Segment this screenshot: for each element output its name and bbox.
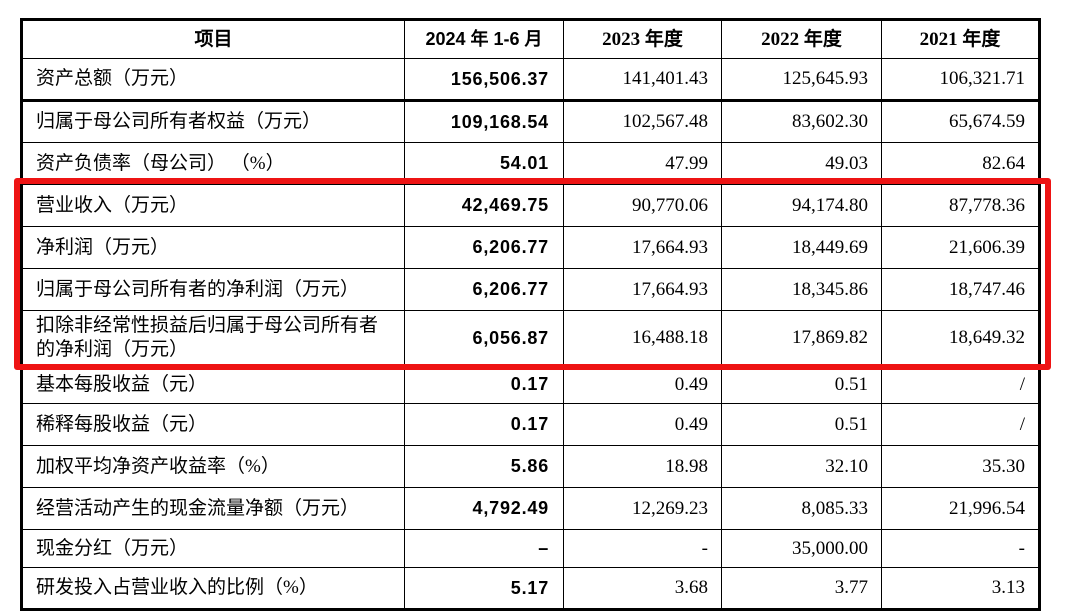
- row-label: 净利润（万元）: [21, 226, 405, 269]
- cell-value: 8,085.33: [721, 487, 882, 530]
- cell-value: 35,000.00: [721, 529, 882, 568]
- table-row-weighted-roe: 加权平均净资产收益率（%） 5.86 18.98 32.10 35.30: [21, 445, 1040, 488]
- cell-value: 65,674.59: [881, 100, 1040, 143]
- row-label: 扣除非经常性损益后归属于母公司所有者的净利润（万元）: [21, 310, 405, 366]
- table-row-basic-eps: 基本每股收益（元） 0.17 0.49 0.51 /: [21, 365, 1040, 404]
- table-row-net-profit: 净利润（万元） 6,206.77 17,664.93 18,449.69 21,…: [21, 226, 1040, 269]
- cell-value: 5.86: [404, 445, 564, 488]
- cell-value: 6,056.87: [404, 310, 564, 366]
- row-label: 资产负债率（母公司） （%）: [21, 142, 405, 185]
- row-label: 归属于母公司所有者权益（万元）: [21, 100, 405, 143]
- cell-value: 0.17: [404, 365, 564, 404]
- financial-summary-table: 项目 2024 年 1-6 月 2023 年度 2022 年度 2021 年度 …: [20, 18, 1041, 611]
- col-header-2023: 2023 年度: [563, 19, 722, 59]
- cell-value: -: [881, 529, 1040, 568]
- cell-value: 83,602.30: [721, 100, 882, 143]
- row-label: 稀释每股收益（元）: [21, 403, 405, 446]
- cell-value: 12,269.23: [563, 487, 722, 530]
- cell-value: 21,606.39: [881, 226, 1040, 269]
- cell-value: 18.98: [563, 445, 722, 488]
- cell-value: 18,649.32: [881, 310, 1040, 366]
- table-row-total-assets: 资产总额（万元） 156,506.37 141,401.43 125,645.9…: [21, 58, 1040, 102]
- col-header-2021: 2021 年度: [881, 19, 1040, 59]
- row-label: 经营活动产生的现金流量净额（万元）: [21, 487, 405, 530]
- cell-value: 3.68: [563, 567, 722, 610]
- table-row-debt-ratio: 资产负债率（母公司） （%） 54.01 47.99 49.03 82.64: [21, 142, 1040, 185]
- cell-value: 0.49: [563, 365, 722, 404]
- cell-value: /: [881, 365, 1040, 404]
- cell-value: 141,401.43: [563, 58, 722, 102]
- cell-value: 49.03: [721, 142, 882, 185]
- table-row-cash-dividend: 现金分红（万元） – - 35,000.00 -: [21, 529, 1040, 568]
- row-label: 营业收入（万元）: [21, 184, 405, 227]
- cell-value: 0.51: [721, 365, 882, 404]
- cell-value: 18,345.86: [721, 268, 882, 311]
- cell-value: 6,206.77: [404, 268, 564, 311]
- cell-value: 4,792.49: [404, 487, 564, 530]
- cell-value: 0.51: [721, 403, 882, 446]
- cell-value: 6,206.77: [404, 226, 564, 269]
- row-label: 基本每股收益（元）: [21, 365, 405, 404]
- col-header-2022: 2022 年度: [721, 19, 882, 59]
- col-header-2024-h1: 2024 年 1-6 月: [404, 19, 564, 59]
- cell-value: 87,778.36: [881, 184, 1040, 227]
- cell-value: –: [404, 529, 564, 568]
- cell-value: 125,645.93: [721, 58, 882, 102]
- cell-value: 18,747.46: [881, 268, 1040, 311]
- cell-value: 17,664.93: [563, 226, 722, 269]
- header-row: 项目 2024 年 1-6 月 2023 年度 2022 年度 2021 年度: [21, 19, 1040, 59]
- col-header-item: 项目: [21, 19, 405, 59]
- cell-value: 106,321.71: [881, 58, 1040, 102]
- row-label: 现金分红（万元）: [21, 529, 405, 568]
- cell-value: 90,770.06: [563, 184, 722, 227]
- cell-value: 3.77: [721, 567, 882, 610]
- cell-value: 82.64: [881, 142, 1040, 185]
- row-label: 加权平均净资产收益率（%）: [21, 445, 405, 488]
- table-row-operating-revenue: 营业收入（万元） 42,469.75 90,770.06 94,174.80 8…: [21, 184, 1040, 227]
- cell-value: -: [563, 529, 722, 568]
- cell-value: 18,449.69: [721, 226, 882, 269]
- cell-value: 3.13: [881, 567, 1040, 610]
- cell-value: 42,469.75: [404, 184, 564, 227]
- cell-value: 156,506.37: [404, 58, 564, 102]
- row-label: 资产总额（万元）: [21, 58, 405, 102]
- cell-value: 109,168.54: [404, 100, 564, 143]
- cell-value: 0.17: [404, 403, 564, 446]
- cell-value: 32.10: [721, 445, 882, 488]
- cell-value: 0.49: [563, 403, 722, 446]
- cell-value: 102,567.48: [563, 100, 722, 143]
- cell-value: 21,996.54: [881, 487, 1040, 530]
- cell-value: 17,664.93: [563, 268, 722, 311]
- cell-value: 17,869.82: [721, 310, 882, 366]
- cell-value: /: [881, 403, 1040, 446]
- row-label: 研发投入占营业收入的比例（%）: [21, 567, 405, 610]
- table-row-operating-cash-flow: 经营活动产生的现金流量净额（万元） 4,792.49 12,269.23 8,0…: [21, 487, 1040, 530]
- table-row-diluted-eps: 稀释每股收益（元） 0.17 0.49 0.51 /: [21, 403, 1040, 446]
- table-row-deducted-net-profit: 扣除非经常性损益后归属于母公司所有者的净利润（万元） 6,056.87 16,4…: [21, 310, 1040, 366]
- cell-value: 94,174.80: [721, 184, 882, 227]
- cell-value: 16,488.18: [563, 310, 722, 366]
- cell-value: 47.99: [563, 142, 722, 185]
- cell-value: 5.17: [404, 567, 564, 610]
- table-row-parent-equity: 归属于母公司所有者权益（万元） 109,168.54 102,567.48 83…: [21, 100, 1040, 143]
- cell-value: 54.01: [404, 142, 564, 185]
- cell-value: 35.30: [881, 445, 1040, 488]
- table-row-parent-net-profit: 归属于母公司所有者的净利润（万元） 6,206.77 17,664.93 18,…: [21, 268, 1040, 311]
- row-label: 归属于母公司所有者的净利润（万元）: [21, 268, 405, 311]
- table-row-rd-ratio: 研发投入占营业收入的比例（%） 5.17 3.68 3.77 3.13: [21, 567, 1040, 610]
